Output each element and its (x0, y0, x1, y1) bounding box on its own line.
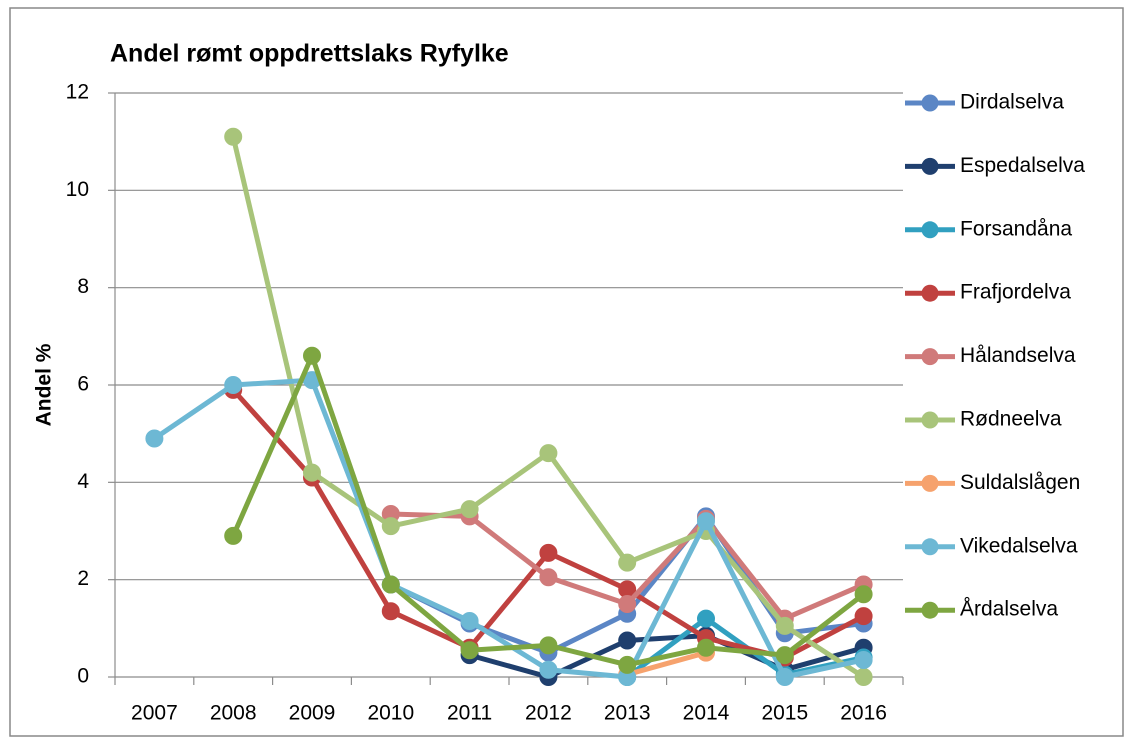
y-tick-label: 8 (77, 275, 89, 298)
series-marker (539, 543, 558, 562)
series-marker (539, 660, 558, 679)
series-marker (697, 512, 715, 531)
legend-marker (921, 474, 939, 492)
series-marker (775, 646, 794, 665)
series-marker (381, 602, 400, 621)
series-marker (539, 444, 558, 463)
legend-label: Forsandåna (960, 217, 1072, 240)
series-marker (381, 575, 400, 594)
series-marker (618, 595, 637, 613)
legend-label: Rødneelva (960, 408, 1062, 431)
legend-marker (921, 284, 939, 302)
series-marker (460, 612, 479, 631)
y-tick-label: 4 (77, 470, 89, 493)
series-marker (145, 429, 164, 448)
legend-marker (921, 538, 939, 556)
series-marker (224, 526, 243, 545)
legend-label: Vikedalselva (960, 534, 1078, 557)
series-marker (697, 638, 715, 657)
x-tick-label: 2013 (604, 702, 651, 725)
series-marker (697, 609, 715, 628)
legend-marker (921, 411, 939, 429)
legend-label: Espedalselva (960, 154, 1085, 177)
series-marker (539, 568, 558, 587)
series-line (626, 650, 707, 677)
legend-label: Hålandselva (960, 344, 1076, 367)
y-tick-label: 6 (77, 373, 89, 396)
x-tick-label: 2009 (289, 702, 336, 725)
series-marker (224, 127, 243, 146)
y-axis-label: Andel % (33, 343, 56, 426)
y-tick-label: 10 (66, 178, 89, 201)
series-marker (854, 650, 873, 669)
x-tick-label: 2016 (840, 702, 887, 725)
series-marker (775, 616, 794, 635)
chart-title: Andel rømt oppdrettslaks Ryfylke (110, 40, 509, 68)
x-tick-label: 2012 (525, 702, 572, 725)
series-marker (303, 346, 321, 365)
series-marker (854, 607, 873, 626)
series-marker (460, 500, 479, 519)
y-tick-label: 0 (77, 665, 89, 688)
legend-label: Årdalselva (960, 598, 1058, 621)
series-marker (460, 641, 479, 660)
legend-marker (921, 94, 939, 112)
series-marker (618, 655, 637, 674)
series-marker (854, 585, 873, 604)
legend-marker (921, 601, 939, 619)
legend-marker (921, 221, 939, 239)
y-tick-label: 2 (77, 567, 89, 590)
series-marker (854, 668, 873, 686)
series-marker (775, 668, 794, 686)
legend-label: Suldalslågen (960, 471, 1080, 494)
x-tick-label: 2007 (131, 702, 178, 725)
y-tick-label: 12 (66, 81, 89, 104)
chart-border (9, 7, 1124, 737)
legend-marker (921, 348, 939, 366)
x-tick-label: 2010 (367, 702, 414, 725)
series-marker (224, 376, 243, 394)
series-marker (381, 517, 400, 536)
series-line (468, 633, 865, 680)
series-marker (618, 631, 637, 650)
legend-label: Dirdalselva (960, 91, 1064, 114)
x-tick-label: 2011 (447, 702, 492, 725)
x-tick-label: 2008 (210, 702, 257, 725)
series-marker (539, 636, 558, 655)
series-marker (303, 463, 321, 482)
legend-label: Frafjordelva (960, 281, 1071, 304)
x-tick-label: 2014 (683, 702, 730, 725)
legend-marker (921, 157, 939, 175)
series-marker (618, 553, 637, 572)
x-tick-label: 2015 (761, 702, 808, 725)
